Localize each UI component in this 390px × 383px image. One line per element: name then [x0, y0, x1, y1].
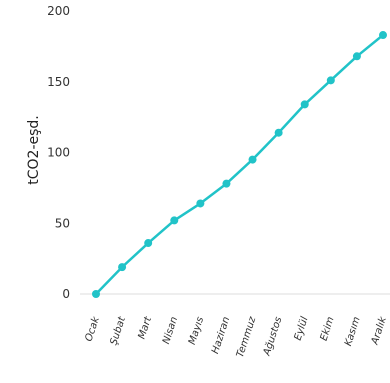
data-point	[352, 52, 361, 61]
x-tick-label: Temmuz	[235, 315, 259, 359]
series-line	[95, 34, 384, 295]
data-point	[170, 216, 179, 225]
y-tick-label: 200	[47, 4, 70, 18]
x-tick-label: Nisan	[161, 316, 180, 346]
x-tick-label: Ocak	[84, 314, 103, 343]
x-tick-label: Eylül	[293, 315, 311, 342]
y-axis-ticks: 0 50 100 150 200	[47, 4, 70, 301]
x-tick-label: Ağustos	[261, 316, 284, 358]
series-group	[92, 31, 387, 298]
y-axis-label: tCO2-eşd.	[26, 115, 42, 185]
data-point	[248, 155, 257, 164]
data-point	[144, 239, 153, 248]
x-tick-label: Aralık	[369, 314, 389, 347]
data-point	[300, 100, 309, 109]
y-tick-label: 150	[47, 75, 70, 89]
x-tick-label: Mart	[137, 315, 155, 341]
x-tick-label: Haziran	[210, 316, 232, 356]
data-point	[222, 179, 231, 188]
data-point	[379, 31, 387, 40]
y-tick-label: 0	[62, 287, 70, 301]
data-point	[326, 76, 335, 85]
x-tick-label: Kasım	[343, 315, 363, 347]
data-point	[274, 128, 283, 137]
x-tick-label: Ekim	[319, 315, 337, 342]
y-tick-label: 100	[47, 146, 70, 160]
data-point	[118, 263, 127, 272]
x-tick-label: Mayıs	[187, 316, 206, 347]
data-point	[92, 290, 100, 298]
x-tick-label: Şubat	[108, 315, 128, 347]
y-tick-label: 50	[55, 216, 70, 230]
x-axis-ticks: Ocak Şubat Mart Nisan Mayıs Haziran Temmuz Ağus…	[84, 314, 390, 359]
data-point	[196, 199, 205, 208]
